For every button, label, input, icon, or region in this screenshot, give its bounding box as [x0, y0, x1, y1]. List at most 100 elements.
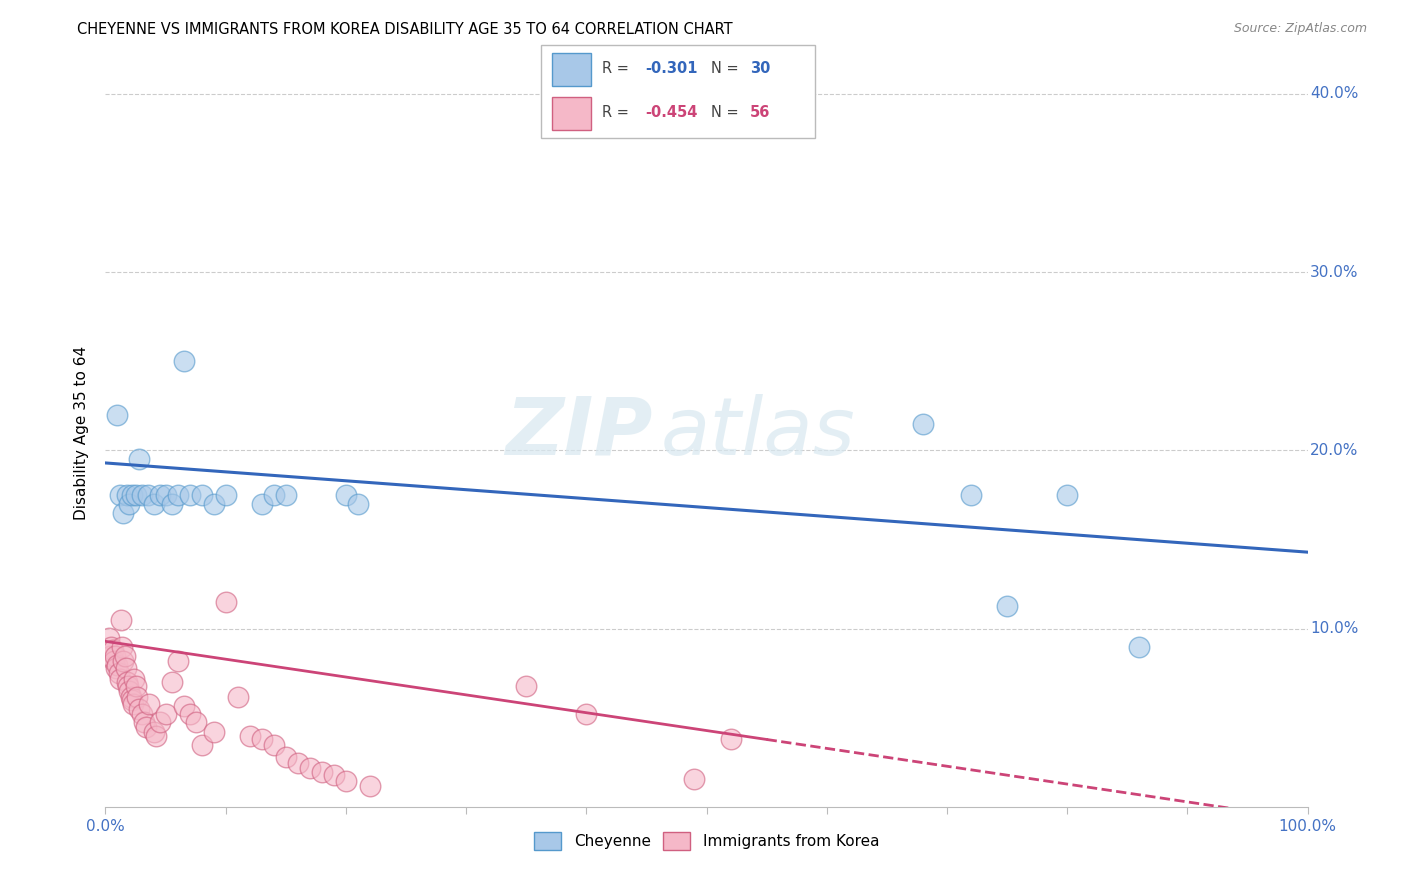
- Point: [166, 488, 188, 502]
- Point: [359, 779, 381, 793]
- Text: atlas: atlas: [661, 393, 856, 472]
- Point: [184, 714, 207, 729]
- Text: -0.301: -0.301: [645, 62, 697, 77]
- Point: [202, 725, 225, 739]
- Point: [108, 672, 131, 686]
- Point: [274, 750, 297, 764]
- Text: -0.454: -0.454: [645, 105, 697, 120]
- Point: [115, 661, 138, 675]
- Point: [100, 640, 122, 654]
- Point: [142, 725, 165, 739]
- Point: [160, 675, 183, 690]
- Point: [148, 488, 170, 502]
- Point: [322, 768, 344, 782]
- Point: [101, 643, 124, 657]
- Point: [118, 684, 141, 698]
- Point: [720, 732, 742, 747]
- Point: [117, 679, 139, 693]
- Point: [179, 488, 201, 502]
- Point: [239, 729, 262, 743]
- Point: [214, 488, 236, 502]
- Point: [135, 720, 157, 734]
- Text: 30: 30: [749, 62, 770, 77]
- Point: [124, 488, 146, 502]
- Point: [250, 732, 273, 747]
- Point: [115, 488, 138, 502]
- Point: [108, 488, 131, 502]
- Point: [121, 488, 143, 502]
- Point: [311, 764, 333, 779]
- Point: [128, 452, 150, 467]
- Point: [155, 488, 177, 502]
- Point: [103, 654, 125, 668]
- Text: R =: R =: [602, 105, 633, 120]
- Text: 40.0%: 40.0%: [1310, 87, 1358, 101]
- Point: [173, 354, 195, 368]
- Point: [263, 738, 285, 752]
- FancyBboxPatch shape: [541, 45, 815, 138]
- Point: [138, 697, 160, 711]
- Point: [202, 497, 225, 511]
- Point: [131, 488, 153, 502]
- Point: [173, 698, 195, 713]
- Text: CHEYENNE VS IMMIGRANTS FROM KOREA DISABILITY AGE 35 TO 64 CORRELATION CHART: CHEYENNE VS IMMIGRANTS FROM KOREA DISABI…: [77, 22, 733, 37]
- Point: [121, 693, 143, 707]
- Point: [1056, 488, 1078, 502]
- Point: [347, 497, 370, 511]
- Point: [263, 488, 285, 502]
- Point: [124, 672, 146, 686]
- Point: [515, 679, 537, 693]
- Point: [190, 738, 212, 752]
- Point: [274, 488, 297, 502]
- Text: 56: 56: [749, 105, 770, 120]
- Point: [214, 595, 236, 609]
- Text: N =: N =: [711, 62, 744, 77]
- Point: [128, 702, 150, 716]
- Point: [98, 631, 121, 645]
- Point: [145, 729, 167, 743]
- Point: [104, 648, 127, 663]
- FancyBboxPatch shape: [553, 97, 591, 130]
- Point: [132, 714, 155, 729]
- Point: [125, 690, 148, 704]
- Point: [166, 654, 188, 668]
- Text: Source: ZipAtlas.com: Source: ZipAtlas.com: [1233, 22, 1367, 36]
- Point: [160, 497, 183, 511]
- Text: 10.0%: 10.0%: [1310, 622, 1358, 636]
- Point: [107, 408, 129, 422]
- Point: [960, 488, 983, 502]
- Text: N =: N =: [711, 105, 744, 120]
- Point: [335, 773, 357, 788]
- Point: [155, 707, 177, 722]
- Point: [111, 640, 134, 654]
- Point: [105, 661, 128, 675]
- Y-axis label: Disability Age 35 to 64: Disability Age 35 to 64: [75, 345, 90, 520]
- Point: [335, 488, 357, 502]
- Point: [114, 648, 136, 663]
- Point: [148, 714, 170, 729]
- Point: [118, 497, 141, 511]
- Point: [226, 690, 249, 704]
- Point: [1128, 640, 1150, 654]
- Point: [683, 772, 706, 786]
- Point: [190, 488, 212, 502]
- FancyBboxPatch shape: [553, 53, 591, 86]
- Point: [120, 690, 142, 704]
- Point: [115, 675, 138, 690]
- Point: [911, 417, 934, 431]
- Point: [179, 707, 201, 722]
- Point: [124, 679, 146, 693]
- Text: 30.0%: 30.0%: [1310, 265, 1358, 279]
- Point: [136, 488, 159, 502]
- Point: [575, 707, 598, 722]
- Point: [107, 666, 129, 681]
- Point: [250, 497, 273, 511]
- Point: [107, 657, 129, 672]
- Point: [112, 654, 135, 668]
- Point: [142, 497, 165, 511]
- Point: [287, 756, 309, 770]
- Point: [122, 697, 145, 711]
- Text: R =: R =: [602, 62, 633, 77]
- Point: [995, 599, 1018, 613]
- Point: [110, 613, 132, 627]
